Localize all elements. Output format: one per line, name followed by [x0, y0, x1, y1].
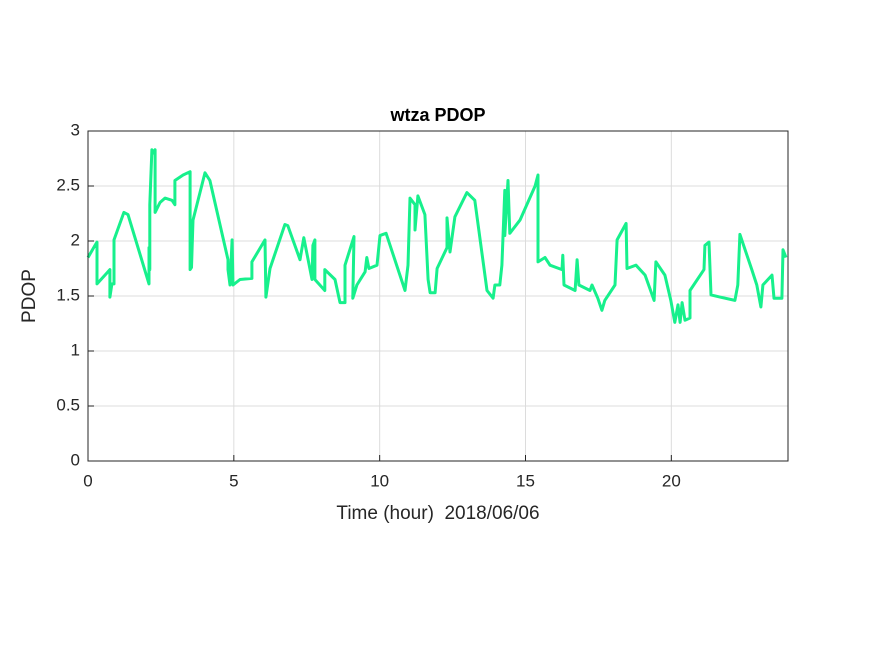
y-tick-label: 0.5 [56, 395, 80, 414]
y-tick-label: 3 [71, 120, 80, 139]
x-axis-label: Time (hour) 2018/06/06 [336, 503, 539, 524]
x-tick-label: 5 [229, 471, 238, 490]
x-tick-label: 20 [662, 471, 681, 490]
y-axis-label: PDOP [19, 269, 40, 323]
y-tick-label: 1 [71, 340, 80, 359]
chart-title: wtza PDOP [389, 105, 485, 125]
x-tick-label: 15 [516, 471, 535, 490]
x-tick-label: 0 [83, 471, 92, 490]
data-line [86, 148, 788, 324]
y-tick-label: 2 [71, 230, 80, 249]
x-tick-label: 10 [370, 471, 389, 490]
y-tick-label: 0 [71, 450, 80, 469]
plot-frame [87, 130, 789, 462]
y-tick-label: 2.5 [56, 175, 80, 194]
y-tick-label: 1.5 [56, 285, 80, 304]
